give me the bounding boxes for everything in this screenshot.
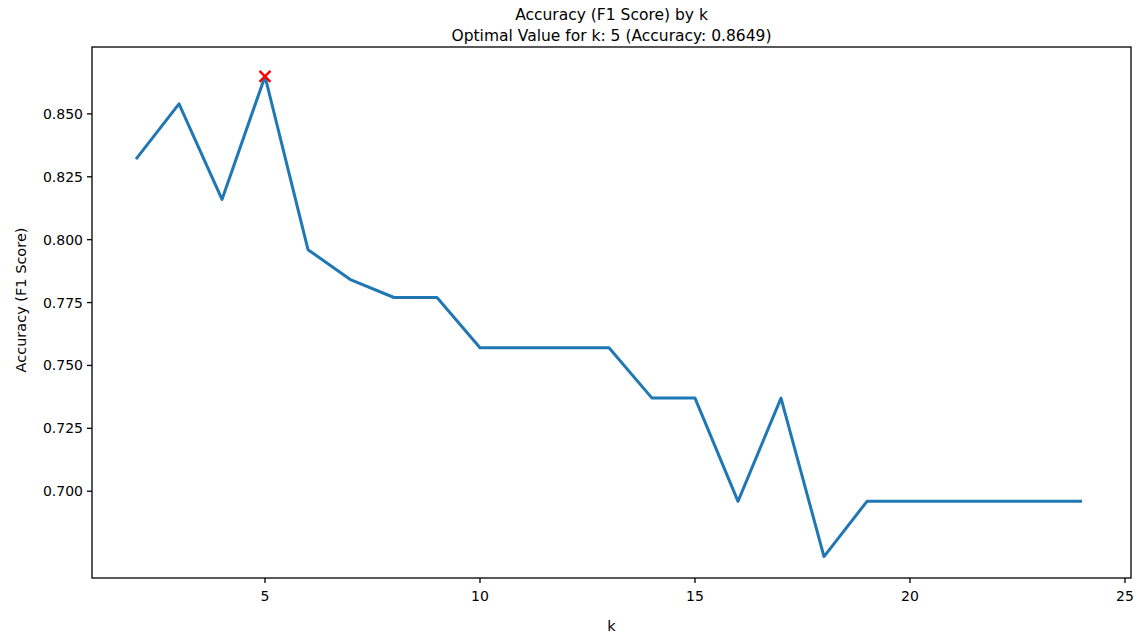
y-axis-ticks: 0.700 0.725 0.750 0.775 0.800 0.825 0.850 (43, 106, 92, 499)
x-tick-label: 25 (1116, 588, 1134, 604)
chart-subtitle: Optimal Value for k: 5 (Accuracy: 0.8649… (451, 27, 771, 45)
x-tick-label: 15 (686, 588, 704, 604)
x-tick-label: 5 (261, 588, 270, 604)
y-tick-label: 0.825 (43, 169, 83, 185)
line-chart: Accuracy (F1 Score) by k Optimal Value f… (0, 0, 1144, 640)
y-axis-label: Accuracy (F1 Score) (13, 228, 29, 373)
figure: Accuracy (F1 Score) by k Optimal Value f… (0, 0, 1144, 640)
y-tick-label: 0.775 (43, 295, 83, 311)
series-polyline (136, 76, 1082, 556)
y-tick-label: 0.800 (43, 232, 83, 248)
x-tick-label: 20 (901, 588, 919, 604)
y-tick-label: 0.750 (43, 357, 83, 373)
y-tick-label: 0.700 (43, 483, 83, 499)
x-axis-ticks: 5 10 15 20 25 (261, 578, 1134, 604)
x-tick-label: 10 (471, 588, 489, 604)
y-tick-label: 0.725 (43, 420, 83, 436)
y-tick-label: 0.850 (43, 106, 83, 122)
chart-title: Accuracy (F1 Score) by k (515, 6, 708, 24)
x-axis-label: k (607, 618, 616, 634)
accuracy-line-series (136, 76, 1082, 556)
